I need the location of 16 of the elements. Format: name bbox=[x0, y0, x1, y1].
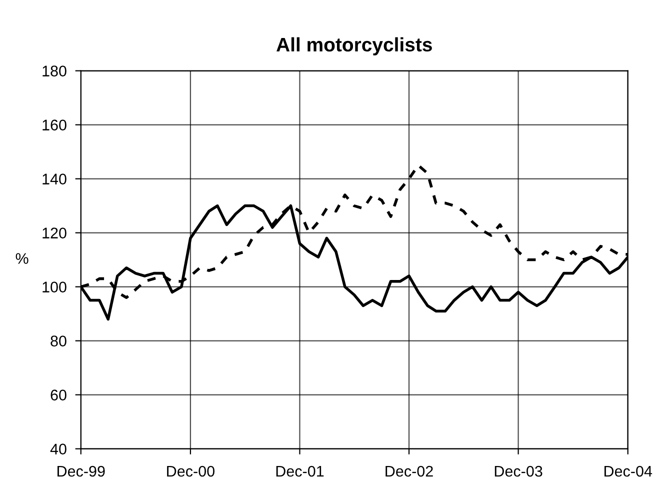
x-tick-label: Dec-01 bbox=[276, 466, 324, 477]
y-axis-title: % bbox=[16, 253, 28, 264]
x-tick-label: Dec-99 bbox=[58, 466, 105, 477]
x-tick-label: Dec-04 bbox=[604, 466, 652, 477]
x-tick-label: Dec-03 bbox=[494, 466, 542, 477]
y-tick-label: 180 bbox=[42, 66, 66, 76]
y-tick-label: 120 bbox=[42, 228, 66, 238]
y-tick-label: 60 bbox=[50, 390, 66, 400]
y-tick-label: 80 bbox=[50, 336, 66, 346]
y-tick-label: 100 bbox=[42, 282, 66, 292]
y-tick-label: 160 bbox=[42, 120, 66, 130]
y-tick-label: 140 bbox=[42, 174, 66, 184]
y-tick-label: 40 bbox=[50, 444, 66, 454]
chart-title: All motorcyclists bbox=[276, 37, 432, 56]
x-tick-label: Dec-02 bbox=[386, 466, 433, 477]
x-tick-label: Dec-00 bbox=[167, 466, 214, 477]
